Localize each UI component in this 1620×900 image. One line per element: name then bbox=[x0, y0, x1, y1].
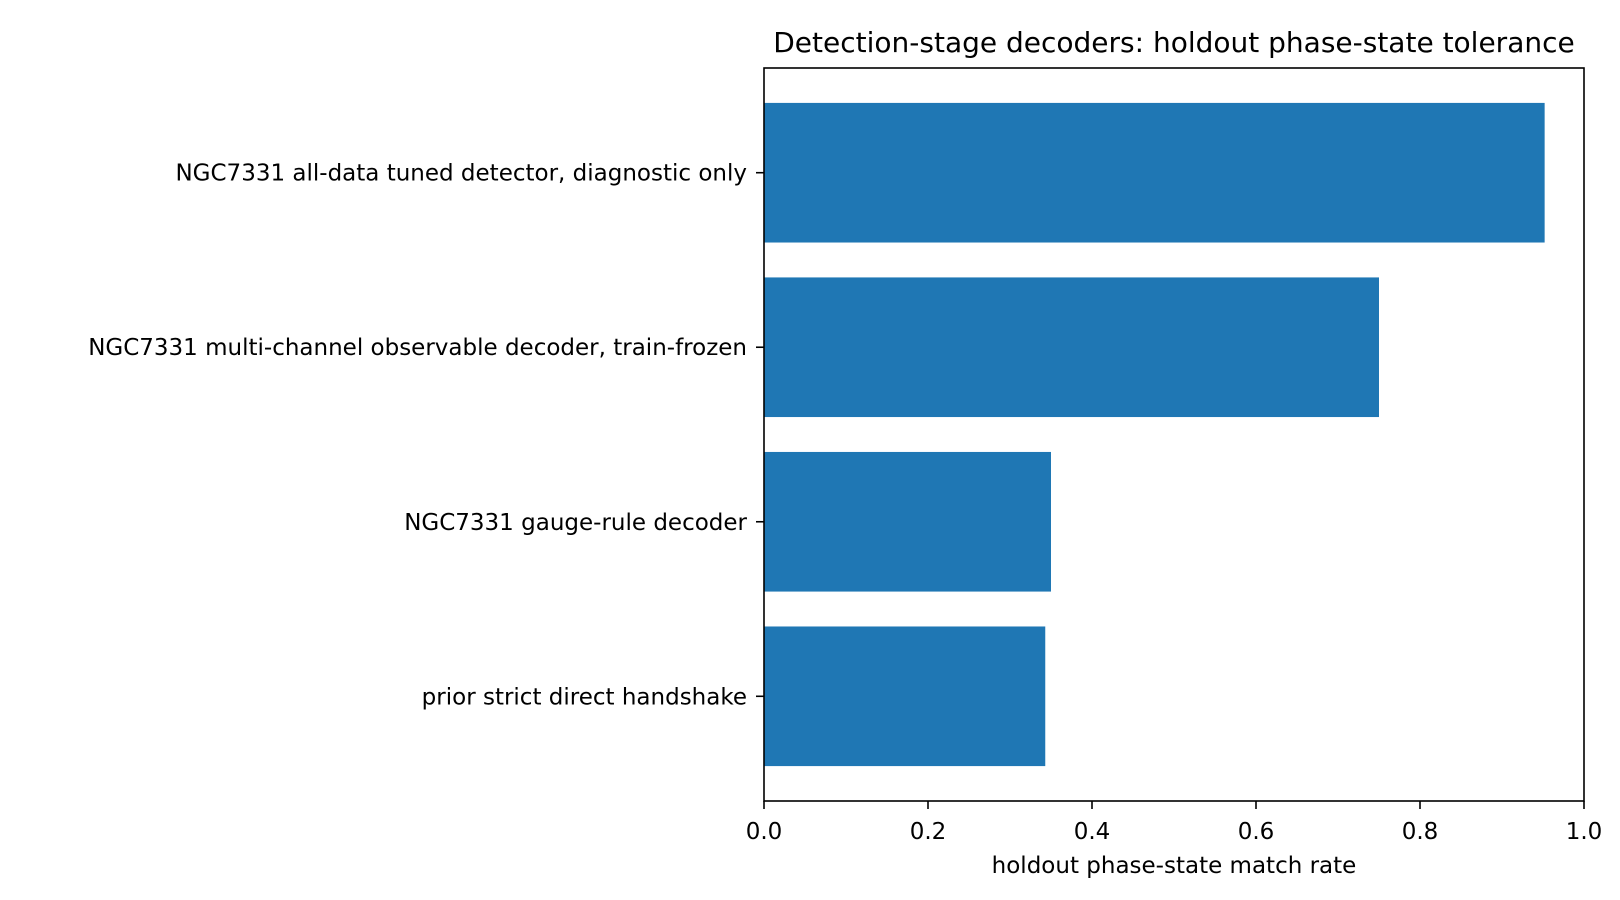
x-axis-label: holdout phase-state match rate bbox=[992, 853, 1357, 879]
x-axis-ticks: 0.0 0.2 0.4 0.6 0.8 1.0 bbox=[746, 801, 1603, 845]
bar-1 bbox=[764, 277, 1379, 418]
y-tick-label: NGC7331 gauge-rule decoder bbox=[404, 510, 747, 536]
x-tick-label: 0.8 bbox=[1402, 819, 1439, 845]
y-axis-ticks: NGC7331 all-data tuned detector, diagnos… bbox=[88, 161, 764, 710]
x-tick-label: 0.4 bbox=[1074, 819, 1111, 845]
x-tick-label: 0.0 bbox=[746, 819, 783, 845]
y-tick-label: NGC7331 all-data tuned detector, diagnos… bbox=[175, 161, 747, 187]
bar-0 bbox=[764, 102, 1545, 243]
chart-title: Detection-stage decoders: holdout phase-… bbox=[773, 26, 1574, 59]
y-tick-label: prior strict direct handshake bbox=[422, 684, 747, 710]
x-tick-label: 0.2 bbox=[910, 819, 947, 845]
bars-group bbox=[764, 102, 1545, 767]
x-tick-label: 1.0 bbox=[1566, 819, 1603, 845]
bar-3 bbox=[764, 626, 1046, 767]
bar-2 bbox=[764, 451, 1051, 592]
plot-area-frame bbox=[763, 67, 1585, 802]
x-tick-label: 0.6 bbox=[1238, 819, 1275, 845]
y-tick-label: NGC7331 multi-channel observable decoder… bbox=[88, 335, 747, 361]
